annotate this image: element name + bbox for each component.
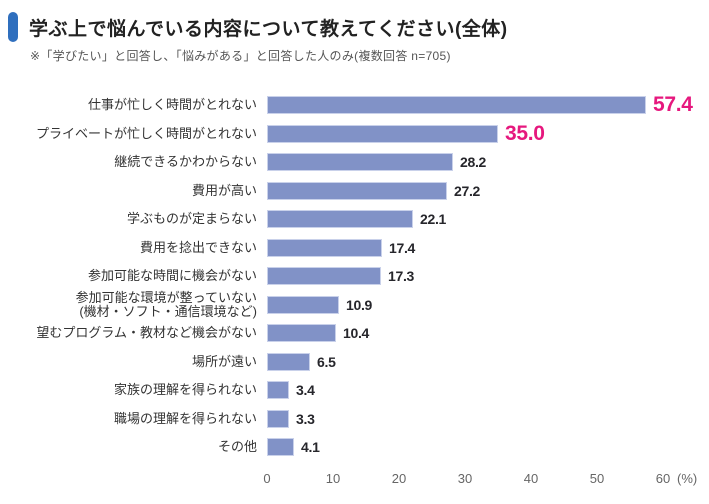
category-label: 費用を捻出できない xyxy=(139,239,257,255)
bar xyxy=(267,381,289,400)
bar-area: 27.2 xyxy=(267,177,709,206)
chart-row: 費用を捻出できない 17.4 xyxy=(0,234,709,263)
bar-area: 17.4 xyxy=(267,234,709,263)
bar-area: 3.4 xyxy=(267,376,709,405)
x-axis-tick: 0 xyxy=(263,470,271,486)
chart-row: 望むプログラム・教材など機会がない 10.4 xyxy=(0,319,709,348)
x-axis-tick: 40 xyxy=(523,470,539,486)
bar-area: 4.1 xyxy=(267,433,709,462)
bar xyxy=(267,352,310,371)
category-label: 費用が高い xyxy=(191,182,257,198)
category-label: 望むプログラム・教材など機会がない xyxy=(36,325,257,341)
category-label: 家族の理解を得られない xyxy=(113,382,257,398)
value-label: 6.5 xyxy=(317,353,336,370)
bar-area: 10.4 xyxy=(267,319,709,348)
x-axis-tick: 60 xyxy=(655,470,671,486)
value-label: 22.1 xyxy=(420,211,447,228)
bar xyxy=(267,409,289,428)
page-title: 学ぶ上で悩んでいる内容について教えてください(全体) xyxy=(29,18,508,40)
bar xyxy=(267,181,447,200)
value-label: 17.3 xyxy=(388,268,415,285)
bar xyxy=(267,267,381,286)
bar-area: 6.5 xyxy=(267,348,709,377)
title-accent-bar xyxy=(8,12,18,42)
bar xyxy=(267,438,294,457)
x-axis-tick: 20 xyxy=(391,470,407,486)
value-label-highlighted: 57.4 xyxy=(653,93,693,117)
value-label-highlighted: 35.0 xyxy=(505,121,545,145)
bar-area: 3.3 xyxy=(267,405,709,434)
bar xyxy=(267,295,339,314)
value-label: 3.4 xyxy=(296,382,315,399)
chart-row: その他 4.1 xyxy=(0,433,709,462)
category-label: その他 xyxy=(217,439,257,455)
chart-row: 家族の理解を得られない 3.4 xyxy=(0,376,709,405)
category-label: 職場の理解を得られない xyxy=(113,410,257,426)
bar-area: 22.1 xyxy=(267,205,709,234)
category-label: 仕事が忙しく時間がとれない xyxy=(87,97,257,113)
bar-area: 57.4 xyxy=(267,91,709,120)
chart-row: 参加可能な時間に機会がない 17.3 xyxy=(0,262,709,291)
bar xyxy=(267,124,498,143)
value-label: 27.2 xyxy=(454,182,481,199)
bar xyxy=(267,238,382,257)
bar xyxy=(267,324,336,343)
value-label: 28.2 xyxy=(460,154,487,171)
bar-area: 17.3 xyxy=(267,262,709,291)
bar xyxy=(267,153,453,172)
chart-row: 学ぶものが定まらない 22.1 xyxy=(0,205,709,234)
value-label: 10.4 xyxy=(343,325,370,342)
value-label: 10.9 xyxy=(346,296,373,313)
category-label: 継続できるかわからない xyxy=(114,154,257,170)
category-label: 参加可能な時間に機会がない xyxy=(87,268,257,284)
chart-note: ※「学びたい」と回答し、「悩みがある」と回答した人のみ(複数回答 n=705) xyxy=(30,49,451,63)
chart-row: 参加可能な環境が整っていない (機材・ソフト・通信環境など) 10.9 xyxy=(0,289,709,320)
x-axis-tick: 50 xyxy=(589,470,605,486)
value-label: 4.1 xyxy=(301,439,320,456)
x-axis-tick: 30 xyxy=(457,470,473,486)
chart-row: 場所が遠い 6.5 xyxy=(0,348,709,377)
category-label: 場所が遠い xyxy=(191,353,257,369)
category-label: プライベートが忙しく時間がとれない xyxy=(35,125,257,141)
value-label: 17.4 xyxy=(389,239,416,256)
chart-row: 職場の理解を得られない 3.3 xyxy=(0,405,709,434)
category-label: 参加可能な環境が整っていない (機材・ソフト・通信環境など) xyxy=(75,289,257,319)
chart-row: プライベートが忙しく時間がとれない 35.0 xyxy=(0,120,709,149)
x-axis-unit: (%) xyxy=(677,470,698,486)
chart-rows: 仕事が忙しく時間がとれない 57.4 プライベートが忙しく時間がとれない 35.0 継続… xyxy=(0,91,709,462)
header: 学ぶ上で悩んでいる内容について教えてください(全体) xyxy=(0,0,709,42)
bar-area: 28.2 xyxy=(267,148,709,177)
bar xyxy=(267,210,413,229)
bar xyxy=(267,96,646,115)
value-label: 3.3 xyxy=(296,410,315,427)
bar-area: 35.0 xyxy=(267,120,709,149)
x-axis: 0 10 20 30 40 50 60 (%) xyxy=(263,470,709,489)
chart-row: 継続できるかわからない 28.2 xyxy=(0,148,709,177)
chart-row: 費用が高い 27.2 xyxy=(0,177,709,206)
bar-chart: 仕事が忙しく時間がとれない 57.4 プライベートが忙しく時間がとれない 35.0 継続… xyxy=(0,91,709,489)
x-axis-tick: 10 xyxy=(325,470,341,486)
category-label: 学ぶものが定まらない xyxy=(126,211,257,227)
bar-area: 10.9 xyxy=(267,291,709,320)
chart-row: 仕事が忙しく時間がとれない 57.4 xyxy=(0,91,709,120)
